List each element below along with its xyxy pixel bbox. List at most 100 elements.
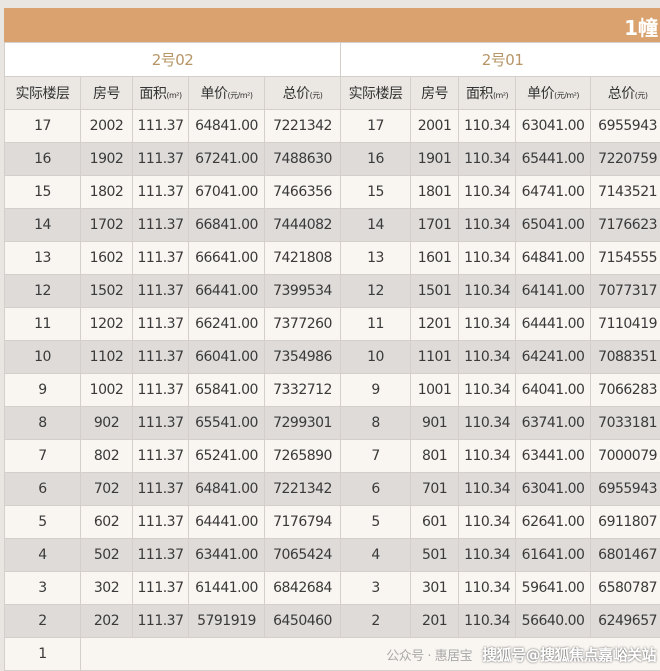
table-cell: 110.34 [459, 275, 516, 308]
table-cell: 2001 [411, 110, 459, 143]
table-cell: 111.37 [133, 110, 189, 143]
table-cell: 802 [81, 440, 133, 473]
column-header: 总价(元) [265, 77, 341, 110]
table-cell: 66841.00 [189, 209, 265, 242]
table-cell: 64841.00 [189, 473, 265, 506]
table-cell: 110.34 [459, 407, 516, 440]
table-cell: 62641.00 [516, 506, 591, 539]
table-cell: 701 [411, 473, 459, 506]
column-header: 实际楼层 [5, 77, 81, 110]
table-cell: 7154555 [591, 242, 660, 275]
table-cell: 64141.00 [516, 275, 591, 308]
table-cell: 6842684 [265, 572, 341, 605]
table-cell: 63041.00 [516, 110, 591, 143]
building-header: 1幢 [4, 8, 660, 42]
column-header: 实际楼层 [341, 77, 411, 110]
table-cell: 7000079 [591, 440, 660, 473]
table-cell: 7221342 [265, 473, 341, 506]
column-header: 单价(元/m²) [516, 77, 591, 110]
table-cell: 302 [81, 572, 133, 605]
table-cell: 1601 [411, 242, 459, 275]
table-cell: 61641.00 [516, 539, 591, 572]
table-cell: 10 [341, 341, 411, 374]
header-label: 房号 [421, 86, 448, 102]
table-cell: 65441.00 [516, 143, 591, 176]
table-cell: 7 [341, 440, 411, 473]
table-cell: 6911807 [591, 506, 660, 539]
table-cell: 110.34 [459, 605, 516, 638]
table-cell: 10 [5, 341, 81, 374]
table-cell: 66441.00 [189, 275, 265, 308]
table-cell: 6 [341, 473, 411, 506]
table-cell: 63441.00 [516, 440, 591, 473]
column-header: 房号 [411, 77, 459, 110]
table-cell: 61441.00 [189, 572, 265, 605]
table-cell: 1002 [81, 374, 133, 407]
table-cell: 66041.00 [189, 341, 265, 374]
table-cell: 7377260 [265, 308, 341, 341]
table-cell: 111.37 [133, 242, 189, 275]
column-header: 房号 [81, 77, 133, 110]
table-cell: 110.34 [459, 242, 516, 275]
table-cell: 7 [5, 440, 81, 473]
table-cell: 110.34 [459, 572, 516, 605]
table-cell: 111.37 [133, 506, 189, 539]
table-cell: 64441.00 [516, 308, 591, 341]
column-header: 单价(元/m²) [189, 77, 265, 110]
table-cell: 7176794 [265, 506, 341, 539]
table-cell: 901 [411, 407, 459, 440]
table-cell: 111.37 [133, 572, 189, 605]
table-cell: 64841.00 [516, 242, 591, 275]
header-unit: (元) [310, 91, 323, 100]
table-cell: 12 [5, 275, 81, 308]
empty-cell: 公众号 · 惠居宝搜狐号@搜狐焦点嘉峪关站 [81, 638, 660, 671]
header-label: 面积 [139, 86, 166, 102]
header-label: 总价 [283, 86, 310, 102]
table-cell: 64041.00 [516, 374, 591, 407]
table-cell: 1001 [411, 374, 459, 407]
table-cell: 6 [5, 473, 81, 506]
table-cell: 602 [81, 506, 133, 539]
table-cell: 11 [5, 308, 81, 341]
table-cell: 6801467 [591, 539, 660, 572]
table-cell: 111.37 [133, 407, 189, 440]
table-cell: 63441.00 [189, 539, 265, 572]
column-header: 面积(m²) [459, 77, 516, 110]
table-cell: 3 [5, 572, 81, 605]
table-cell: 7088351 [591, 341, 660, 374]
table-cell: 7299301 [265, 407, 341, 440]
header-unit: (m²) [493, 91, 508, 100]
table-cell: 1102 [81, 341, 133, 374]
table-cell: 111.37 [133, 143, 189, 176]
table-cell: 5 [341, 506, 411, 539]
table-cell: 7421808 [265, 242, 341, 275]
table-cell: 1801 [411, 176, 459, 209]
table-cell: 17 [5, 110, 81, 143]
table-cell: 64741.00 [516, 176, 591, 209]
table-cell: 16 [341, 143, 411, 176]
column-header: 面积(m²) [133, 77, 189, 110]
table-cell: 501 [411, 539, 459, 572]
table-cell: 1702 [81, 209, 133, 242]
table-cell: 7399534 [265, 275, 341, 308]
table-cell: 7220759 [591, 143, 660, 176]
table-cell: 9 [5, 374, 81, 407]
table-cell: 1101 [411, 341, 459, 374]
table-cell: 1802 [81, 176, 133, 209]
table-cell: 5791919 [189, 605, 265, 638]
table-cell: 65241.00 [189, 440, 265, 473]
table-cell: 902 [81, 407, 133, 440]
watermark-area: 公众号 · 惠居宝搜狐号@搜狐焦点嘉峪关站 [81, 638, 660, 670]
table-cell: 12 [341, 275, 411, 308]
table-cell: 111.37 [133, 440, 189, 473]
table-cell: 111.37 [133, 473, 189, 506]
header-label: 总价 [608, 86, 635, 102]
table-cell: 7176623 [591, 209, 660, 242]
table-cell: 702 [81, 473, 133, 506]
